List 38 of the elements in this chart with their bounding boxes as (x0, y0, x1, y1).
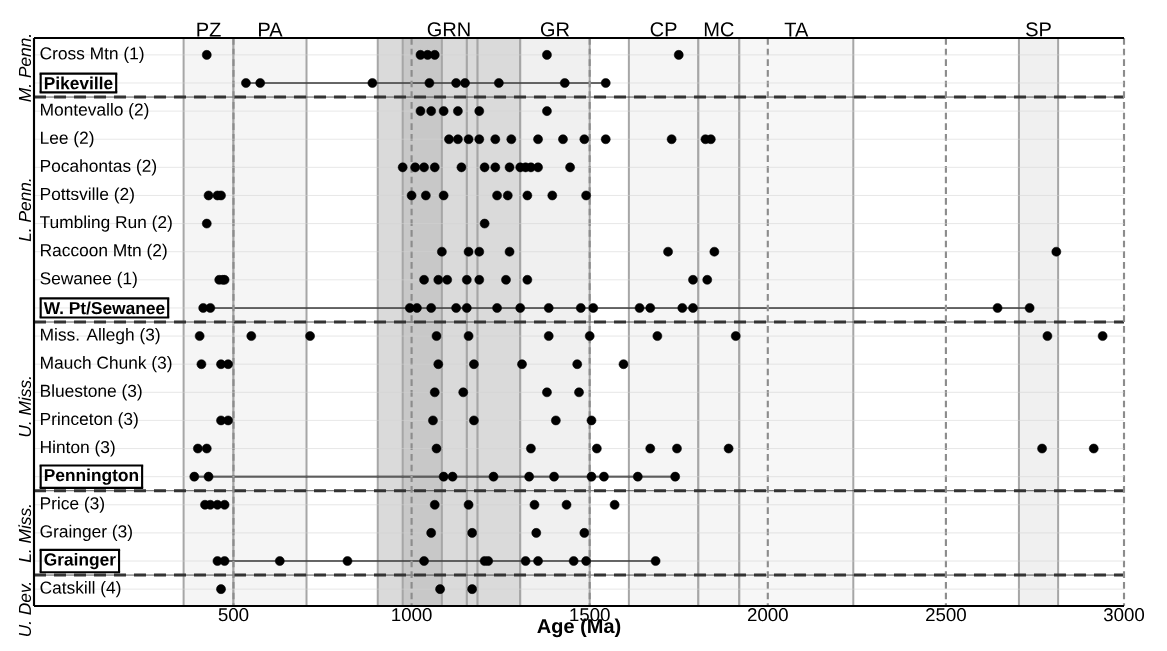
band-label: GRN (427, 22, 470, 37)
y-tick-label: Grainger (3) (40, 524, 132, 541)
text: L. Penn. (18, 179, 32, 242)
y-tick-label: Grainger (44, 552, 116, 570)
band-label: PA (259, 22, 283, 37)
x-tick-label: 1000 (392, 608, 432, 622)
x-tick-label: 2500 (926, 608, 966, 622)
text: U. Dev. (18, 582, 32, 637)
y-tick-label: W. Pt/Sewanee (43, 301, 165, 315)
band-label: MC (704, 22, 734, 37)
band-label: GR (540, 22, 570, 37)
y-tick-label: Princeton (3) (41, 412, 138, 429)
y-tick-label: Tumbling Run (2) (40, 215, 172, 232)
y-tick-label: Mauch Chunk (3) (41, 356, 172, 373)
y-tick-label: Hinton (3) (41, 440, 115, 457)
y-tick-label: Miss. Allegh (3) (41, 327, 160, 345)
y-tick-label: Pottsville (2) (41, 187, 134, 204)
y-tick-label: Lee (2) (41, 131, 94, 148)
x-tick-label: 500 (218, 608, 249, 622)
band-label: CP (650, 22, 677, 37)
y-tick-label: Catskill (4) (40, 581, 121, 598)
y-tick-label: Raccoon Mtn (2) (41, 243, 167, 260)
band-label: SP (1026, 22, 1051, 37)
band-label: TA (784, 22, 809, 37)
band-label: PZ (197, 22, 221, 37)
y-tick-label: Pennington (44, 468, 138, 485)
y-tick-label: Pocahontas (2) (41, 159, 157, 176)
y-tick-label: Sewanee (1) (40, 271, 137, 288)
y-tick-label: Price (3) (41, 496, 104, 513)
y-tick-label: Bluestone (3) (41, 384, 142, 401)
text: L. Miss. (18, 505, 32, 563)
y-tick-label: Pikeville (44, 76, 113, 90)
text: U. Miss. (18, 377, 32, 437)
x-tick-label: 3000 (1103, 608, 1145, 622)
y-tick-label: Cross Mtn (1) (40, 46, 144, 63)
text: M. Penn. (18, 34, 32, 102)
x-tick-label: 2000 (747, 608, 788, 622)
y-tick-label: Montevallo (2) (41, 103, 149, 120)
